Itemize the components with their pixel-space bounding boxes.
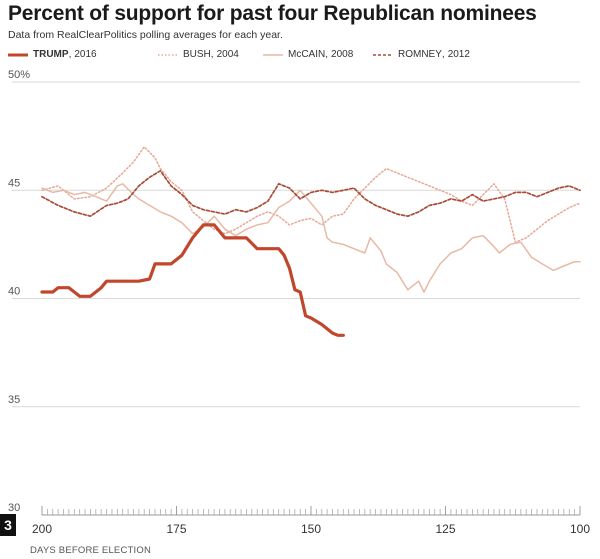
legend-year-romney: 2012 <box>447 49 470 60</box>
legend-label-mccain: McCAIN <box>288 49 326 60</box>
series-line-bush <box>41 146 581 243</box>
page-number-badge: 3 <box>0 514 16 536</box>
legend-entry-trump: TRUMP, 2016 <box>8 49 97 60</box>
chart-title: Percent of support for past four Republi… <box>8 2 537 25</box>
x-tick-label: 150 <box>301 522 321 536</box>
y-tick-label: 35 <box>8 394 20 406</box>
chart-legend: TRUMP, 2016 BUSH, 2004 McCAIN, 2008 ROMN… <box>8 49 598 65</box>
y-axis-labels: 30 35 40 45 50% <box>8 69 30 514</box>
x-axis: 200 175 150 125 100 <box>32 506 590 536</box>
grid-lines <box>12 81 580 408</box>
legend-swatch-romney <box>373 53 393 56</box>
x-tick-label: 125 <box>435 522 455 536</box>
y-tick-label: 40 <box>8 286 20 298</box>
x-tick-label: 175 <box>166 522 186 536</box>
legend-label-trump: TRUMP <box>33 49 69 60</box>
legend-entry-mccain: McCAIN, 2008 <box>263 49 353 60</box>
x-tick-label: 200 <box>32 522 52 536</box>
legend-year-trump: 2016 <box>74 49 97 60</box>
series-line-romney <box>41 169 581 218</box>
legend-entry-bush: BUSH, 2004 <box>158 49 239 60</box>
legend-year-bush: 2004 <box>216 49 239 60</box>
legend-label-bush: BUSH <box>183 49 211 60</box>
y-tick-label: 50% <box>8 69 30 81</box>
series-line-mccain <box>41 183 581 293</box>
legend-label-romney: ROMNEY <box>398 49 442 60</box>
series-line-trump <box>40 223 345 337</box>
x-axis-title: DAYS BEFORE ELECTION <box>30 545 152 556</box>
series-lines <box>40 146 581 337</box>
y-tick-label: 30 <box>8 502 20 514</box>
legend-entry-romney: ROMNEY, 2012 <box>373 49 470 60</box>
legend-swatch-trump <box>8 53 28 56</box>
x-tick-label: 100 <box>570 522 590 536</box>
legend-swatch-mccain <box>263 53 283 56</box>
y-tick-label: 45 <box>8 177 20 189</box>
legend-year-mccain: 2008 <box>331 49 354 60</box>
chart-subtitle: Data from RealClearPolitics polling aver… <box>8 29 283 41</box>
